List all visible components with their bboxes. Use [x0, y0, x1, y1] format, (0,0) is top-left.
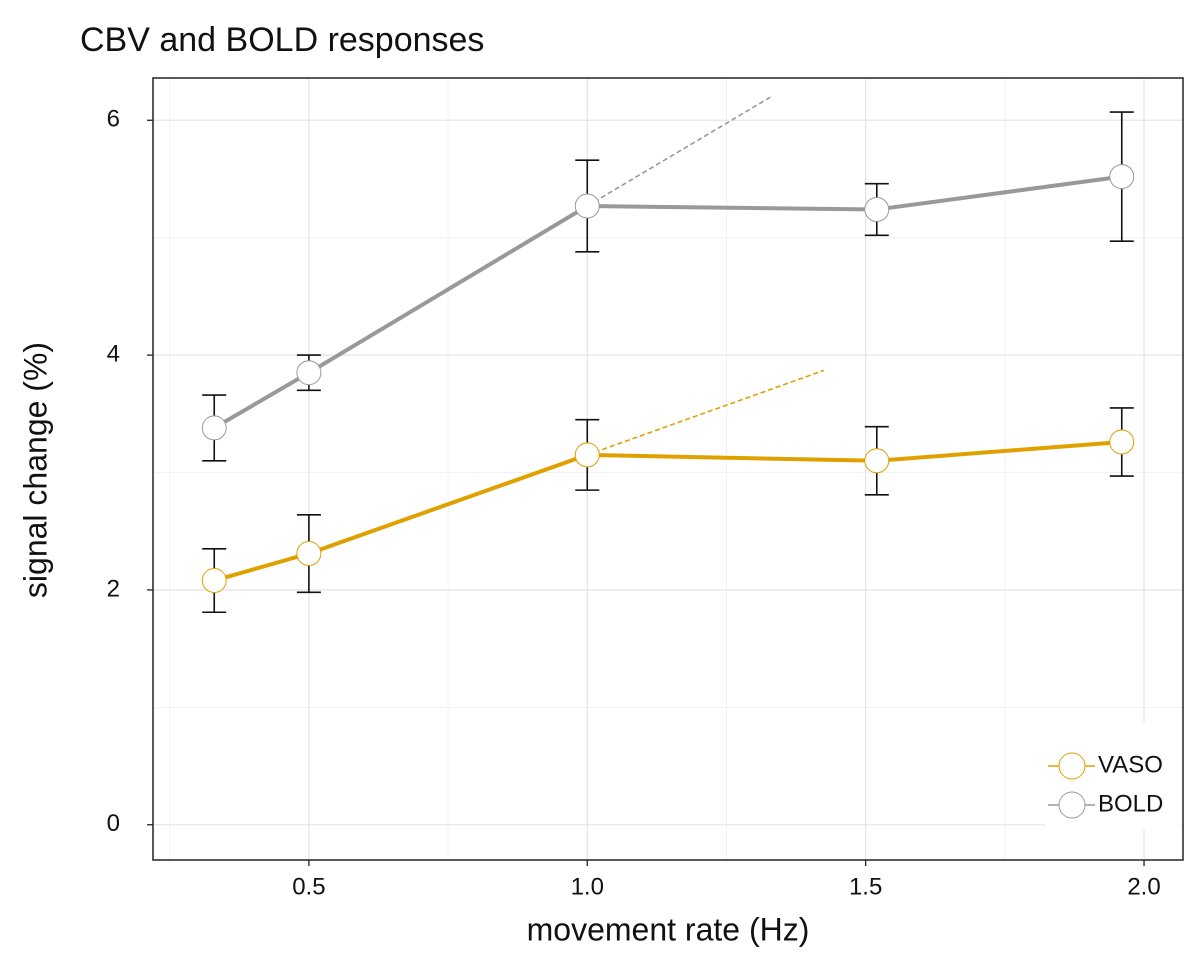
- legend-marker: [1058, 752, 1086, 780]
- data-point: [1109, 164, 1135, 190]
- y-tick-label: 2: [107, 575, 120, 602]
- trend-line: [586, 96, 772, 207]
- legend-marker: [1058, 791, 1086, 819]
- series-line: [213, 439, 1122, 583]
- data-point: [864, 197, 890, 223]
- data-point: [574, 442, 600, 468]
- series-line: [213, 174, 1123, 430]
- x-tick-label: 2.0: [1127, 873, 1160, 900]
- data-point: [1109, 429, 1135, 455]
- x-tick-label: 1.5: [849, 873, 882, 900]
- y-tick-label: 4: [107, 340, 120, 367]
- plot-frame: [152, 77, 1184, 861]
- x-axis-label: movement rate (Hz): [527, 911, 810, 947]
- data-point: [864, 448, 890, 474]
- legend-label: VASO: [1098, 751, 1163, 778]
- data-point: [201, 568, 227, 594]
- trend-line: [587, 369, 825, 456]
- data-point: [574, 193, 600, 219]
- data-point: [296, 360, 322, 386]
- x-tick-label: 0.5: [292, 873, 325, 900]
- legend-label: BOLD: [1098, 790, 1163, 817]
- x-tick-label: 1.0: [571, 873, 604, 900]
- data-point: [296, 541, 322, 567]
- y-tick-label: 0: [107, 810, 120, 837]
- y-axis-label: signal change (%): [17, 342, 53, 598]
- data-point: [201, 415, 227, 441]
- chart-title: CBV and BOLD responses: [80, 21, 484, 59]
- y-tick-label: 6: [107, 106, 120, 133]
